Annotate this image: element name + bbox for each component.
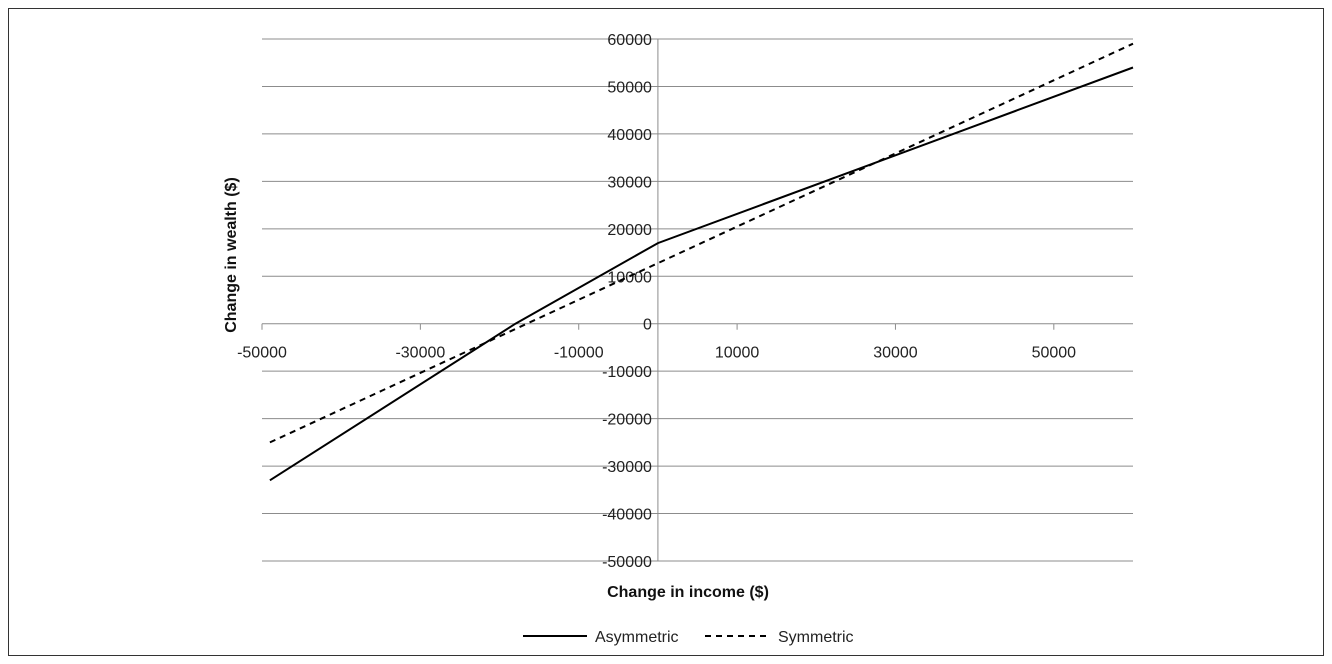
legend-label-symmetric: Symmetric [778, 629, 854, 646]
y-tick-label: -10000 [602, 364, 652, 381]
gridlines [262, 38, 1133, 562]
legend-label-asymmetric: Asymmetric [595, 629, 679, 646]
series-line-asymmetric [269, 66, 1134, 482]
x-axis-title: Change in income ($) [607, 584, 769, 601]
y-axis-title: Change in wealth ($) [223, 177, 240, 333]
x-tick-label: -30000 [395, 345, 445, 362]
y-tick-label: -40000 [602, 507, 652, 524]
y-tick-label: 20000 [607, 222, 652, 239]
x-tick-label: -50000 [237, 345, 287, 362]
x-tick-label: -10000 [554, 345, 604, 362]
axes [261, 39, 1055, 561]
y-tick-label: -20000 [602, 412, 652, 429]
series-line-symmetric [269, 42, 1134, 444]
y-tick-label: 30000 [607, 174, 652, 191]
y-tick-label: -50000 [602, 554, 652, 571]
y-tick-label: 0 [643, 317, 652, 334]
y-tick-label: 10000 [607, 269, 652, 286]
x-tick-label: 50000 [1032, 345, 1077, 362]
y-tick-label: 50000 [607, 79, 652, 96]
legend: Asymmetric Symmetric [523, 629, 854, 646]
x-tick-label: 30000 [873, 345, 918, 362]
series-lines [269, 42, 1134, 482]
y-tick-labels: 60000 50000 40000 30000 20000 10000 0 -10000 -20… [602, 32, 652, 571]
y-tick-label: 40000 [607, 127, 652, 144]
x-tick-labels: -50000 -30000 -10000 10000 30000 50000 [237, 345, 1076, 362]
x-tick-label: 10000 [715, 345, 760, 362]
chart-frame [8, 8, 1324, 656]
y-tick-label: 60000 [607, 32, 652, 49]
y-tick-label: -30000 [602, 459, 652, 476]
